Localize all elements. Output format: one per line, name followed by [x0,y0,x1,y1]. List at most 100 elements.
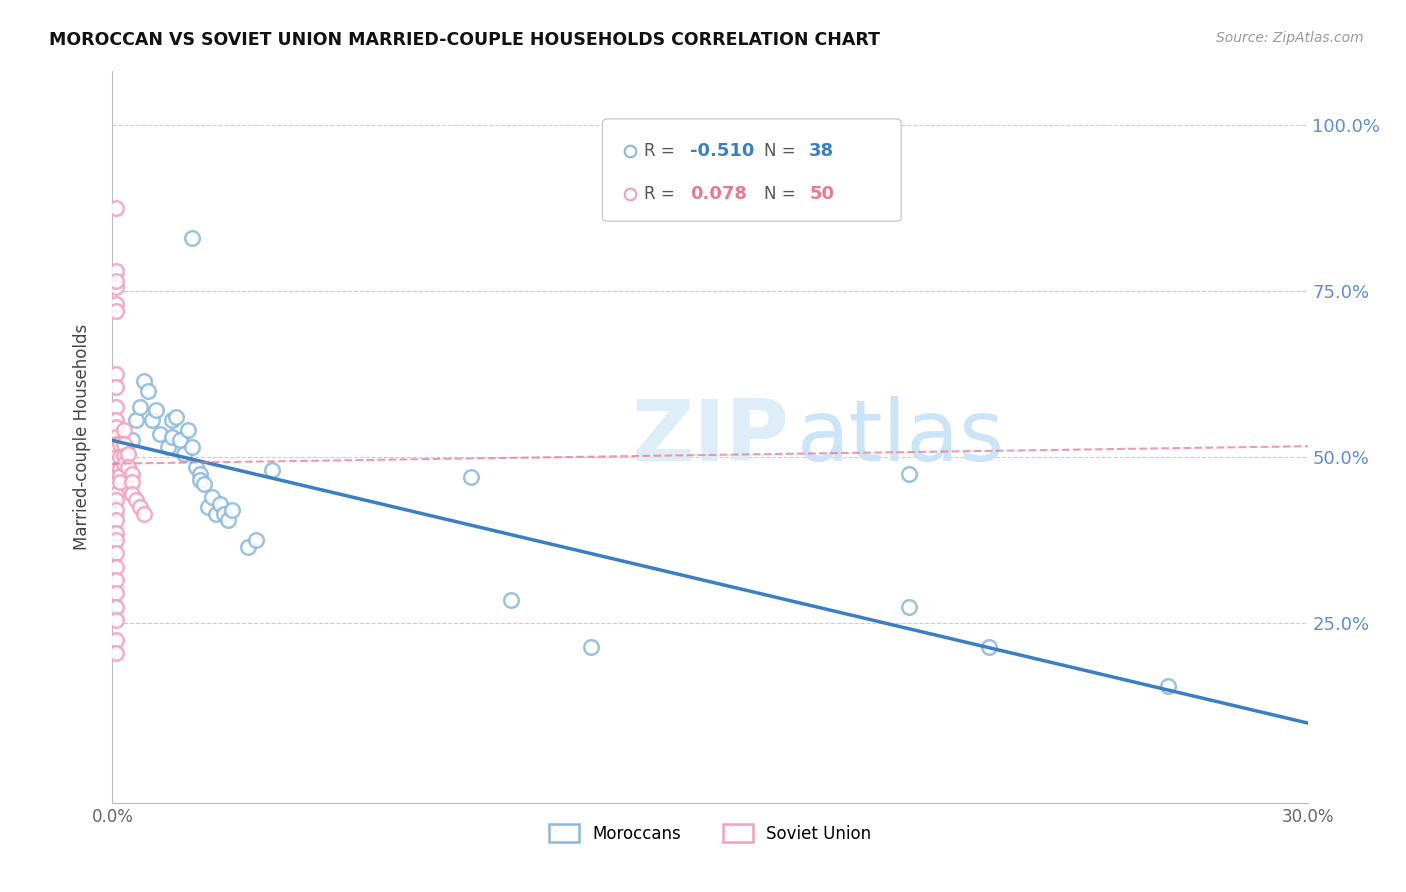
Point [169,434,191,448]
Point [105,430,128,444]
Point [105,613,128,627]
Point [157,440,180,454]
Point [499,593,522,607]
Point [105,486,128,500]
Text: atlas: atlas [797,395,1005,479]
Point [110,468,132,483]
Point [245,533,267,548]
Point [105,632,128,647]
Point [129,500,152,514]
Point [105,400,128,414]
Point [105,450,128,464]
Point [114,449,135,463]
Point [105,599,128,614]
Point [105,303,128,318]
Text: Source: ZipAtlas.com: Source: ZipAtlas.com [1216,31,1364,45]
Point [105,559,128,574]
Point [117,447,139,461]
Text: N =: N = [763,185,800,202]
Point [105,201,128,215]
Point [173,447,195,461]
Point [105,420,128,434]
Point [209,497,232,511]
Text: R =: R = [644,142,681,160]
Text: 0.078: 0.078 [690,185,747,202]
Point [105,297,128,311]
Point [579,640,602,654]
Point [114,457,135,471]
Point [105,493,128,508]
Text: ZIP: ZIP [631,395,789,479]
Point [165,410,187,425]
Point [117,460,139,475]
Point [221,503,243,517]
Text: 38: 38 [810,142,834,160]
Point [201,490,224,504]
Y-axis label: Married-couple Households: Married-couple Households [73,324,91,550]
Point [105,546,128,560]
Point [125,413,148,427]
Point [105,503,128,517]
Point [105,264,128,278]
Text: MOROCCAN VS SOVIET UNION MARRIED-COUPLE HOUSEHOLDS CORRELATION CHART: MOROCCAN VS SOVIET UNION MARRIED-COUPLE … [49,31,880,49]
Point [105,274,128,288]
Point [141,413,163,427]
Point [134,507,156,521]
Point [105,646,128,660]
Point [105,443,128,458]
Point [105,513,128,527]
Point [205,507,228,521]
Point [105,380,128,394]
Point [236,540,259,554]
Point [134,374,156,388]
Point [181,230,204,244]
Point [105,280,128,294]
Point [138,384,160,398]
Point [105,526,128,541]
Point [197,500,219,514]
Point [162,430,183,444]
Point [110,436,132,450]
Point [121,486,143,500]
Point [898,599,921,614]
Point [105,463,128,477]
Point [114,436,135,450]
Point [217,513,239,527]
Point [121,467,143,481]
Point [460,470,482,484]
Point [977,640,1000,654]
Point [105,413,128,427]
Legend: Moroccans, Soviet Union: Moroccans, Soviet Union [543,818,877,849]
Text: N =: N = [763,142,800,160]
Point [121,475,143,490]
Point [177,424,200,438]
Point [186,460,208,475]
Text: -0.510: -0.510 [690,142,754,160]
Point [188,467,211,481]
Point [188,473,211,487]
Point [105,586,128,600]
Point [114,424,135,438]
Point [105,476,128,491]
Point [1157,680,1180,694]
Point [898,467,921,481]
FancyBboxPatch shape [603,119,901,221]
Point [181,440,204,454]
Point [260,463,283,477]
Point [193,476,215,491]
Point [212,507,235,521]
Text: 50: 50 [810,185,834,202]
Point [105,367,128,381]
Point [110,450,132,464]
Point [149,426,172,441]
Point [162,413,183,427]
Point [110,475,132,490]
Point [145,403,167,417]
Point [129,400,152,414]
Text: R =: R = [644,185,681,202]
Point [121,434,143,448]
Point [125,493,148,508]
Point [105,436,128,450]
Point [105,533,128,548]
Point [105,573,128,587]
